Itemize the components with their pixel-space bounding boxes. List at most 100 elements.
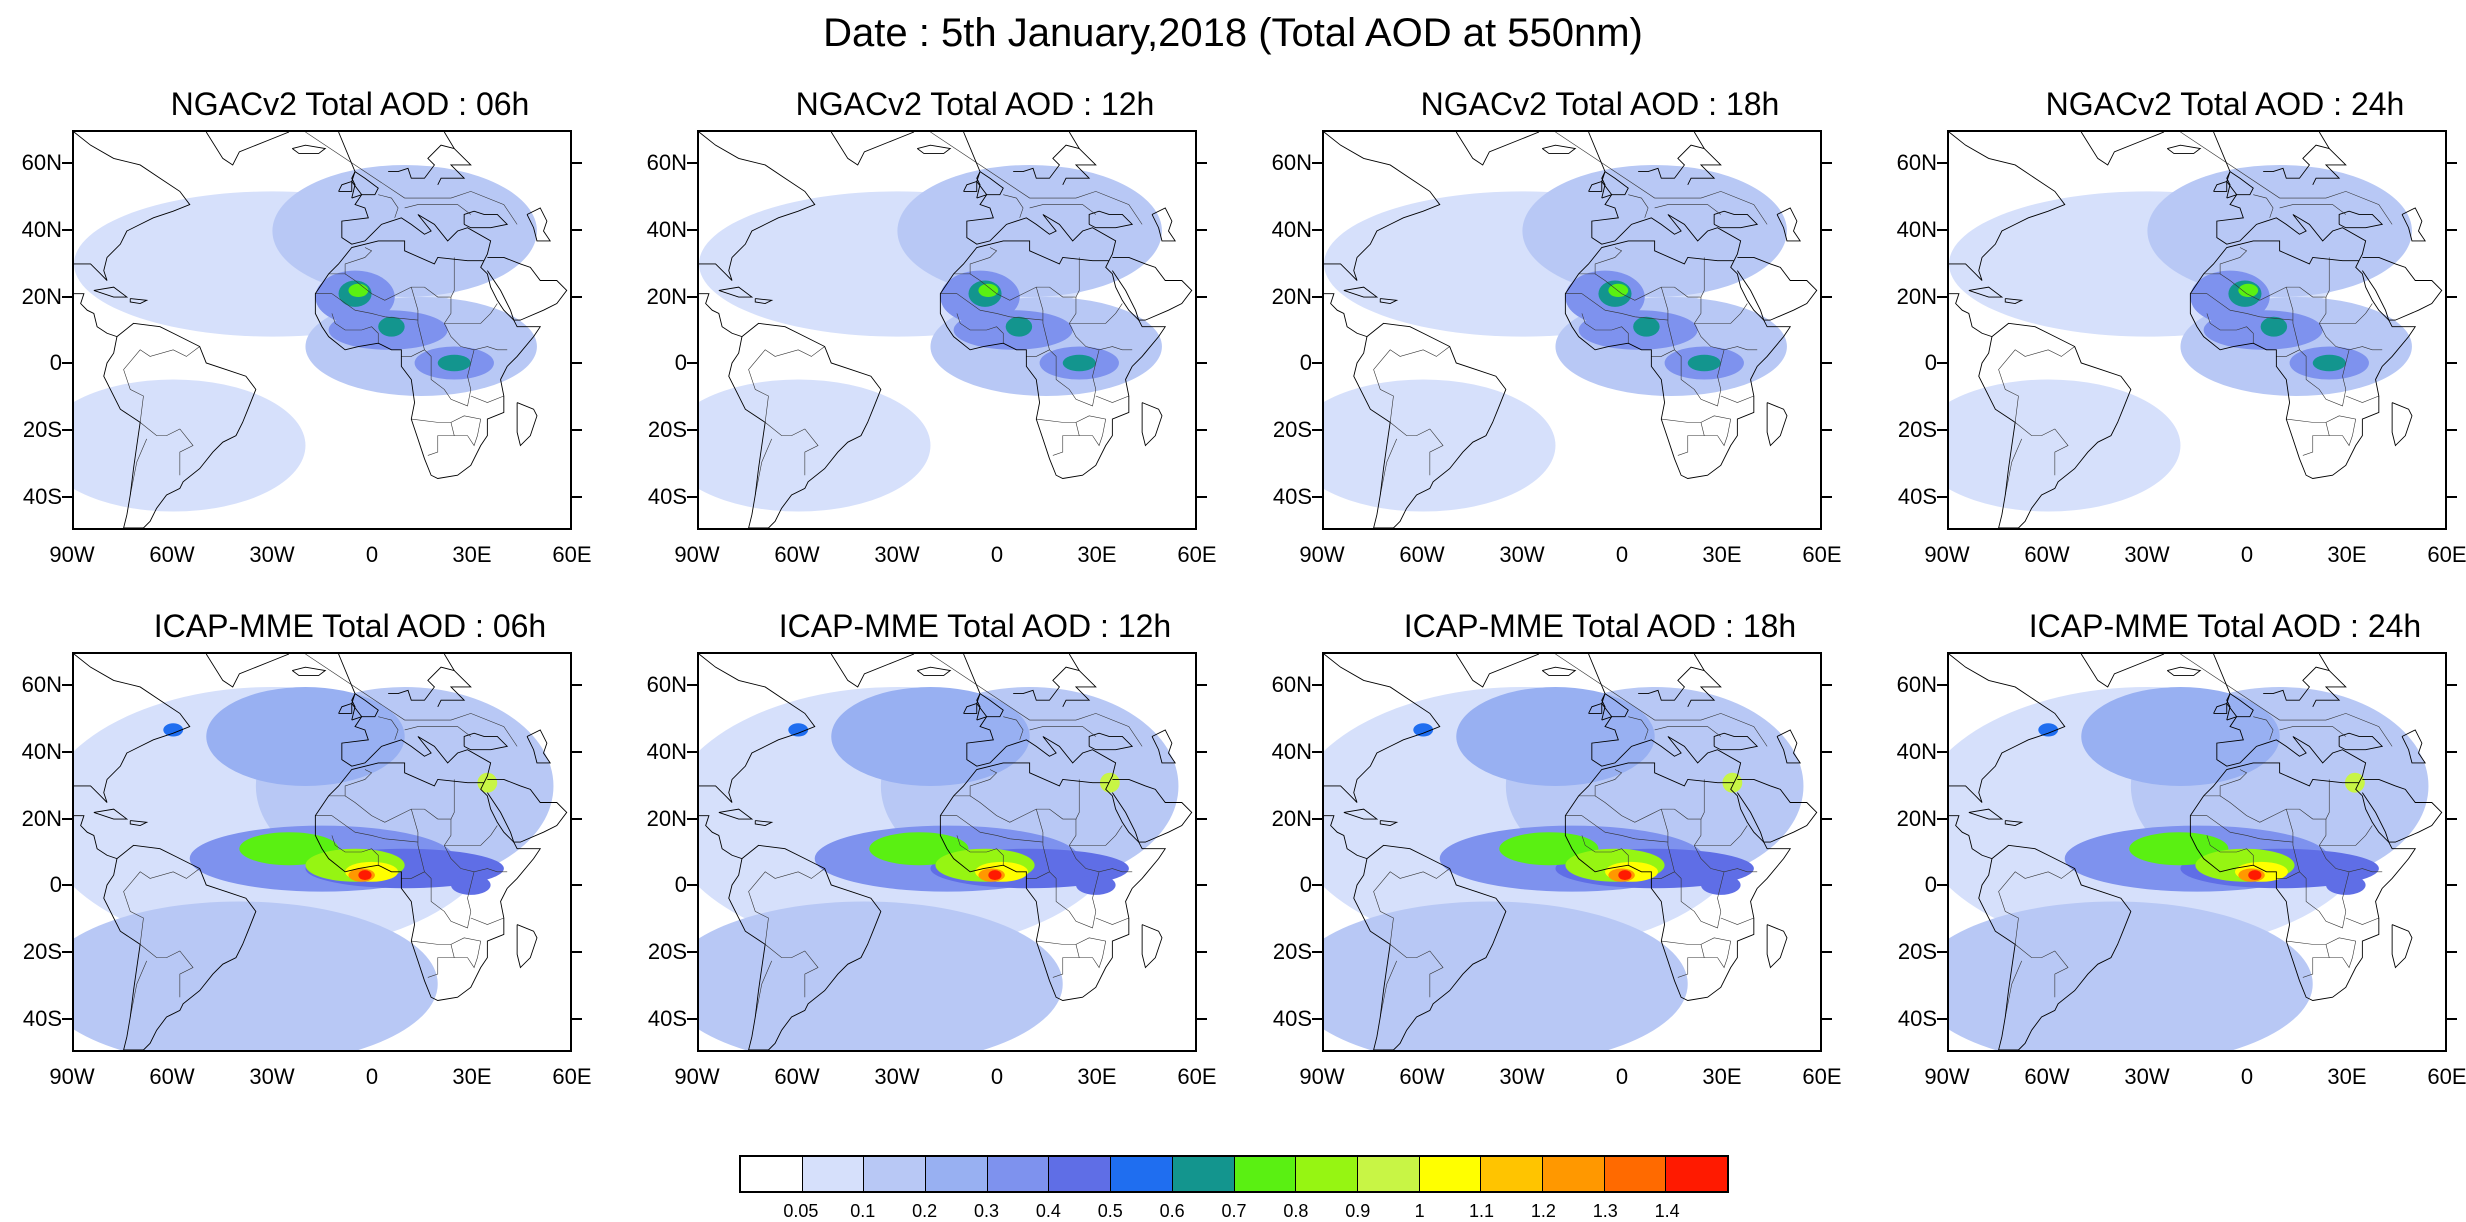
lat-tick-mark [2447, 362, 2457, 365]
coastline [2312, 148, 2347, 185]
lon-tick-label: 90W [1299, 1064, 1345, 1089]
lat-tick-mark [1197, 162, 1207, 165]
lat-tick-mark [1312, 751, 1322, 753]
lat-tick-mark [572, 295, 582, 298]
coastline [1353, 844, 1507, 1050]
country-border [1654, 726, 1721, 737]
aod-shade [1062, 354, 1096, 372]
lat-tick-mark [1937, 362, 1947, 365]
country-border [1700, 415, 1732, 447]
aod-field-svg [1949, 654, 2443, 1050]
lat-tick-mark [1312, 362, 1322, 365]
lon-tick-label: 60W [1399, 1064, 1445, 1089]
lat-tick-mark [687, 362, 697, 365]
lat-tick-mark [62, 162, 72, 165]
coastline [1564, 132, 1792, 479]
lat-tick-mark [2447, 429, 2457, 431]
country-border [305, 132, 518, 225]
coastline [351, 692, 379, 721]
lat-tick-label: 60N [21, 672, 62, 698]
coastline [2213, 180, 2228, 192]
country-border [139, 422, 194, 476]
country-border [2319, 303, 2373, 324]
country-border [444, 825, 498, 846]
lat-tick-mark [572, 429, 582, 431]
aod-map [72, 130, 572, 530]
coastline [1324, 815, 1368, 860]
coastline [2263, 132, 2331, 179]
country-border [1373, 346, 1450, 423]
aod-shade [206, 687, 405, 786]
colorbar-label: 0.1 [850, 1201, 876, 1221]
country-border [344, 779, 455, 823]
aod-shade [1413, 723, 1434, 737]
lat-tick-mark [1312, 1017, 1322, 1020]
aod-shade [272, 165, 537, 297]
lat-tick-mark [2447, 495, 2457, 498]
country-border [930, 654, 1143, 747]
lat-tick-mark [1822, 751, 1832, 753]
aod-field-svg [699, 654, 1193, 1050]
coastline [1062, 148, 1097, 185]
coastline [2391, 924, 2413, 969]
coastline [976, 692, 1004, 721]
lat-tick-label: 40S [1272, 483, 1312, 509]
lat-tick-mark [2447, 884, 2457, 887]
coastline [1687, 670, 1722, 707]
country-border [2014, 422, 2069, 476]
aod-shade [1687, 354, 1721, 372]
lat-tick-mark [2447, 951, 2457, 953]
lon-tick-label: 30W [2124, 1064, 2170, 1089]
lat-tick-label: 0 [674, 350, 687, 376]
aod-field-svg [1949, 132, 2443, 528]
lon-tick-label: 60W [149, 542, 195, 567]
coastline [1588, 702, 1603, 714]
country-border [748, 868, 825, 945]
aod-field-svg [74, 132, 568, 528]
lat-tick-mark [1822, 162, 1832, 165]
country-border [1029, 204, 1096, 215]
lat-tick-label: 20N [1271, 283, 1312, 309]
colorbar-swatch [1172, 1157, 1235, 1191]
panel-title: NGACv2 Total AOD : 06h [170, 86, 530, 122]
country-border [2325, 937, 2357, 969]
country-border [940, 815, 1043, 843]
coastline [2080, 654, 2165, 688]
lat-tick-mark [572, 495, 582, 498]
coastline [1013, 132, 1081, 179]
country-border [328, 769, 373, 797]
lat-tick-mark [1937, 162, 1947, 165]
coastline [1968, 286, 2004, 298]
lat-tick-label: 20S [1272, 939, 1312, 964]
lon-tick-label: 0 [2240, 1064, 2254, 1089]
lat-tick-mark [1822, 229, 1832, 231]
country-border [1674, 871, 1725, 929]
lon-tick-label: 60W [2024, 1064, 2070, 1089]
country-border [470, 395, 504, 403]
lat-tick-label: 20N [646, 805, 687, 831]
lat-tick-label: 20N [1896, 805, 1937, 831]
lon-tick-label: 30E [452, 542, 492, 567]
lat-tick-mark [687, 229, 697, 231]
lat-tick-label: 40N [1896, 217, 1937, 242]
coastline [516, 402, 538, 447]
lat-tick-mark [62, 429, 72, 431]
lat-tick-label: 0 [674, 872, 687, 898]
coastline [1776, 207, 1801, 242]
lat-tick-mark [1197, 751, 1207, 753]
coastline [1541, 144, 1577, 154]
country-border [956, 313, 1004, 344]
lon-tick-label: 30W [874, 1064, 920, 1089]
lon-tick-label: 90W [1924, 542, 1970, 567]
country-border [1651, 287, 1675, 357]
lat-tick-mark [2447, 162, 2457, 165]
lat-tick-mark [1197, 495, 1207, 498]
coastline [916, 666, 952, 676]
colorbar [739, 1155, 1729, 1193]
lat-tick-mark [687, 817, 697, 820]
lat-tick-label: 20S [1272, 417, 1312, 442]
colorbar-label: 0.6 [1159, 1201, 1185, 1221]
lat-tick-mark [1822, 429, 1832, 431]
country-border [1674, 349, 1725, 407]
coastline [1766, 402, 1788, 447]
